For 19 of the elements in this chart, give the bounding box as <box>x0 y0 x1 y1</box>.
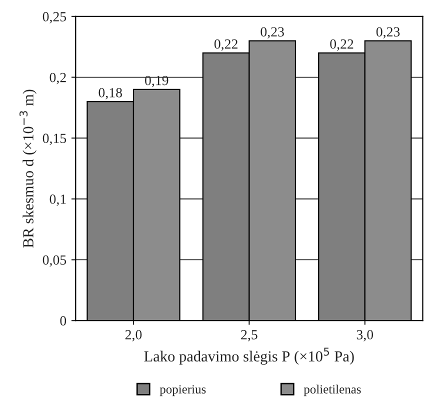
y-tick-label: 0,25 <box>42 12 66 24</box>
y-tick-label: 0,1 <box>50 194 66 206</box>
y-axis-title: BR skesmuo d (×10$^{−3}$ m) <box>19 90 37 248</box>
y-tick-label: 0 <box>60 316 66 326</box>
data-label: 0,22 <box>214 39 238 51</box>
data-label: 0,23 <box>260 27 284 39</box>
y-tick-label: 0,15 <box>42 134 66 146</box>
x-tick-label: 3,0 <box>356 330 374 342</box>
x-tick-label: 2,0 <box>125 330 142 342</box>
x-tick-label: 2,5 <box>241 330 258 342</box>
y-tick-label: 0,05 <box>42 255 66 267</box>
legend-label: popierius <box>160 385 206 396</box>
data-label: 0,18 <box>98 88 122 100</box>
y-tick-label: 0,2 <box>50 72 66 84</box>
data-label: 0,23 <box>376 27 400 39</box>
data-label: 0,19 <box>145 76 168 88</box>
x-axis-title: Lako padavimo slėgis P (×10$^{5}$ Pa) <box>144 348 354 365</box>
data-label: 0,22 <box>330 39 354 51</box>
legend-label: polietilenas <box>304 384 361 396</box>
